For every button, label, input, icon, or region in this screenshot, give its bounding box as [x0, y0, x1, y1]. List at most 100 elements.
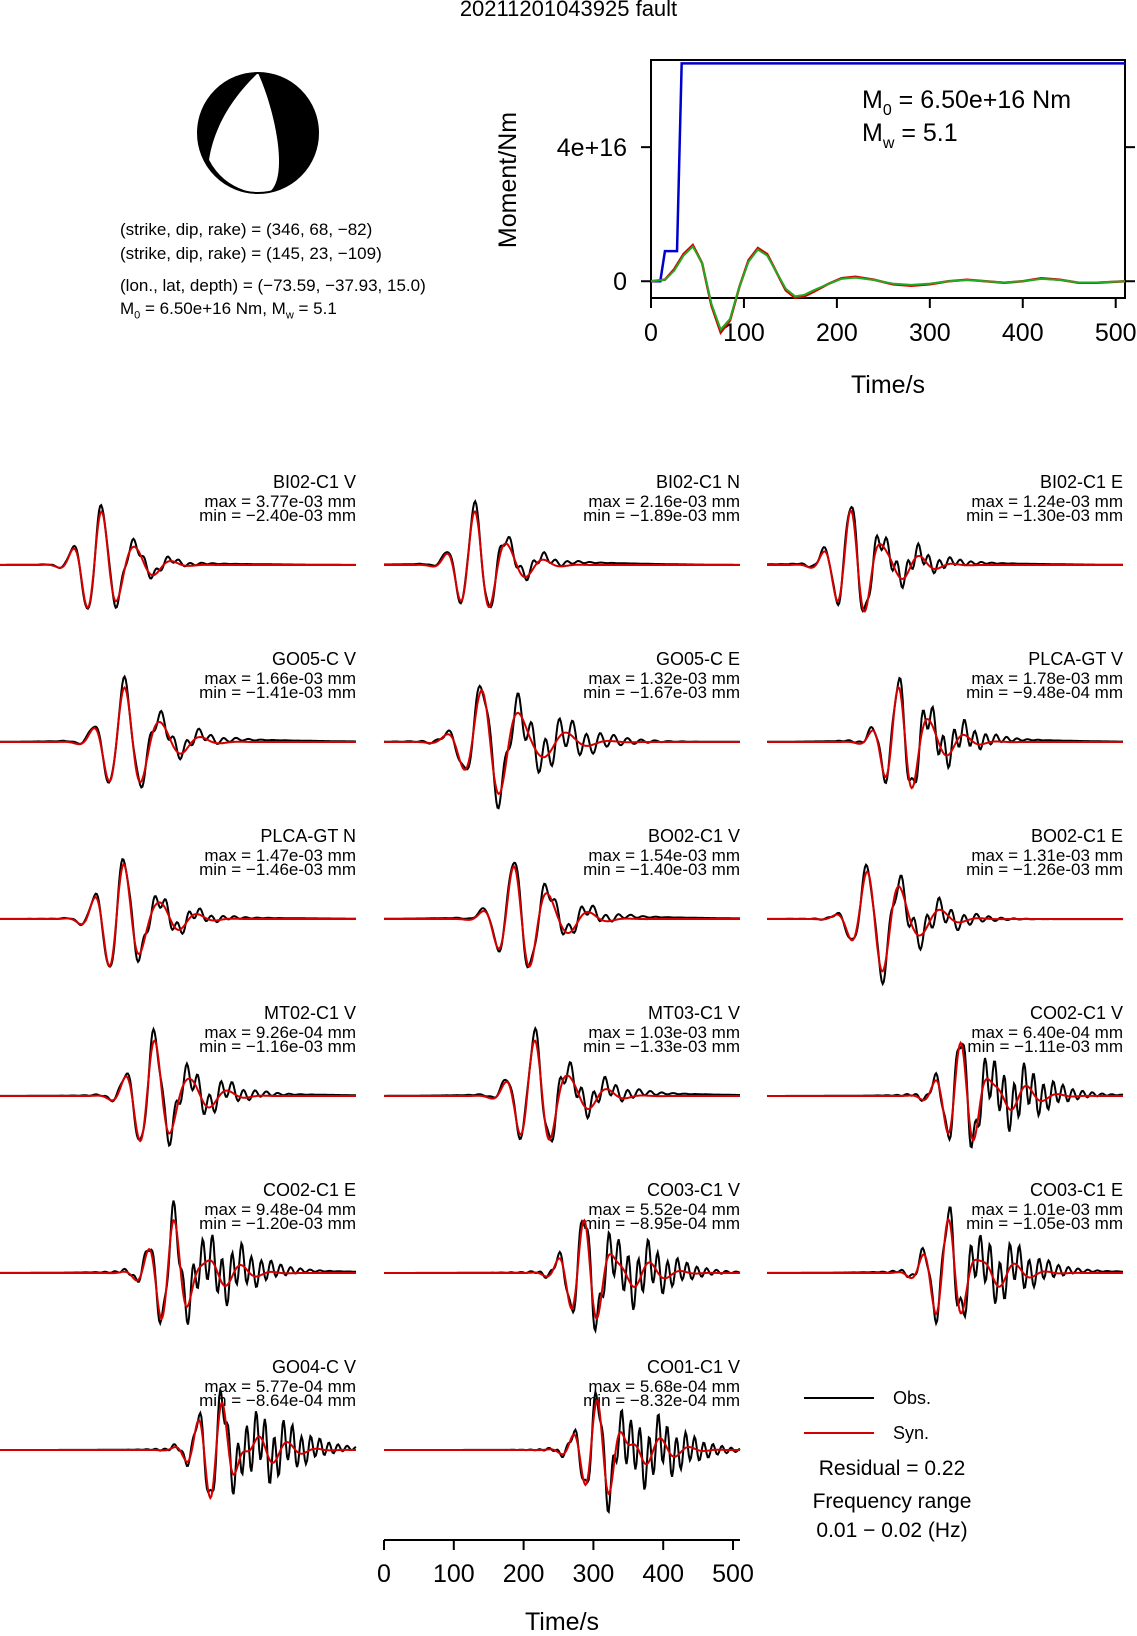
station-name: MT03-C1 V	[648, 1003, 740, 1023]
station-max: max = 5.77e-04 mm	[204, 1377, 356, 1396]
station-name: BI02-C1 N	[656, 472, 740, 492]
synthetic-trace	[0, 862, 356, 968]
station-max: max = 1.01e-03 mm	[971, 1200, 1123, 1219]
observed-trace	[384, 1219, 741, 1335]
synthetic-trace	[384, 1039, 740, 1141]
station-min: min = −1.33e-03 mm	[583, 1037, 740, 1056]
waveform-xlabel: Time/s	[525, 1608, 599, 1636]
moment-ylabel: Moment/Nm	[494, 112, 522, 248]
moment-rate-fit-line	[650, 244, 1126, 332]
station-min: min = −8.32e-04 mm	[583, 1391, 740, 1410]
m0-annotation: M0 = 6.50e+16 Nm	[862, 86, 1071, 119]
mechanism-plane2: (strike, dip, rake) = (145, 23, −109)	[120, 244, 382, 263]
station-name: GO04-C V	[272, 1357, 356, 1377]
waveform-xtick-label: 300	[573, 1560, 615, 1588]
moment-xtick-label: 300	[909, 319, 951, 347]
station-max: max = 1.66e-03 mm	[204, 669, 356, 688]
mw-annotation: Mw = 5.1	[862, 119, 958, 152]
station-min: min = −1.89e-03 mm	[583, 506, 740, 525]
synthetic-trace	[767, 509, 1123, 613]
station-name: MT02-C1 V	[264, 1003, 356, 1023]
legend-syn-label: Syn.	[893, 1423, 930, 1443]
station-name: BI02-C1 V	[273, 472, 356, 492]
station-min: min = −1.11e-03 mm	[967, 1037, 1123, 1056]
waveform-xtick-label: 400	[642, 1560, 684, 1588]
moment-xlabel: Time/s	[851, 371, 925, 399]
station-min: min = −1.26e-03 mm	[966, 860, 1123, 879]
synthetic-trace	[0, 1218, 356, 1321]
synthetic-trace	[767, 870, 1123, 973]
station-max: max = 1.31e-03 mm	[971, 846, 1123, 865]
station-name: BI02-C1 E	[1040, 472, 1123, 492]
legend-obs-label: Obs.	[893, 1388, 932, 1408]
station-min: min = −1.30e-03 mm	[966, 506, 1123, 525]
moment-xtick-label: 400	[1002, 319, 1044, 347]
synthetic-trace	[384, 1218, 740, 1321]
waveform-xtick-label: 0	[377, 1560, 391, 1588]
station-max: max = 1.54e-03 mm	[588, 846, 740, 865]
synthetic-trace	[767, 685, 1123, 790]
station-min: min = −1.41e-03 mm	[199, 683, 356, 702]
station-name: CO01-C1 V	[647, 1357, 740, 1377]
synthetic-trace	[0, 686, 356, 784]
station-max: max = 1.32e-03 mm	[588, 669, 740, 688]
synthetic-trace	[384, 510, 740, 609]
legend-syn-line	[804, 1432, 874, 1434]
frequency-range: 0.01 − 0.02 (Hz)	[816, 1519, 968, 1542]
station-name: CO03-C1 E	[1030, 1180, 1123, 1200]
station-min: min = −8.95e-04 mm	[583, 1214, 740, 1233]
station-min: min = −9.48e-04 mm	[966, 683, 1123, 702]
station-name: CO03-C1 V	[647, 1180, 740, 1200]
station-name: CO02-C1 V	[1030, 1003, 1123, 1023]
station-name: GO05-C V	[272, 649, 356, 669]
synthetic-trace	[384, 865, 740, 968]
station-name: BO02-C1 E	[1031, 826, 1123, 846]
moment-xtick-label: 500	[1095, 319, 1137, 347]
synthetic-trace	[767, 1217, 1123, 1316]
mechanism-location: (lon., lat, depth) = (−73.59, −37.93, 15…	[120, 276, 426, 295]
residual-label: Residual = 0.22	[818, 1457, 966, 1480]
station-name: PLCA-GT V	[1028, 649, 1123, 669]
station-min: min = −1.46e-03 mm	[199, 860, 356, 879]
station-max: max = 5.68e-04 mm	[588, 1377, 740, 1396]
moment-ytick-label: 0	[613, 268, 627, 296]
waveform-time-axis: 0 100 200 300 400 500	[377, 1539, 754, 1588]
waveform-xtick-label: 100	[433, 1560, 475, 1588]
moment-ytick-label: 4e+16	[557, 134, 627, 162]
station-name: BO02-C1 V	[648, 826, 740, 846]
station-max: max = 3.77e-03 mm	[204, 492, 356, 511]
station-max: max = 6.40e-04 mm	[971, 1023, 1123, 1042]
station-min: min = −1.05e-03 mm	[966, 1214, 1123, 1233]
synthetic-trace	[384, 1399, 740, 1496]
station-max: max = 1.78e-03 mm	[971, 669, 1123, 688]
synthetic-trace	[0, 1039, 356, 1143]
station-min: min = −1.67e-03 mm	[583, 683, 740, 702]
synthetic-trace	[384, 689, 740, 796]
moment-xtick-label: 200	[816, 319, 858, 347]
station-max: max = 9.26e-04 mm	[204, 1023, 356, 1042]
waveform-xtick-label: 500	[712, 1560, 754, 1588]
synthetic-trace	[767, 1040, 1123, 1141]
synthetic-trace	[0, 1401, 356, 1501]
mechanism-moment: M0 = 6.50e+16 Nm, Mw = 5.1	[120, 299, 337, 322]
beachball-icon	[197, 72, 319, 194]
station-min: min = −1.20e-03 mm	[199, 1214, 356, 1233]
mechanism-plane1: (strike, dip, rake) = (346, 68, −82)	[120, 220, 373, 239]
moment-xtick-label: 0	[644, 319, 658, 347]
station-min: min = −1.16e-03 mm	[199, 1037, 356, 1056]
frequency-title: Frequency range	[812, 1490, 972, 1513]
station-min: min = −8.64e-04 mm	[199, 1391, 356, 1410]
